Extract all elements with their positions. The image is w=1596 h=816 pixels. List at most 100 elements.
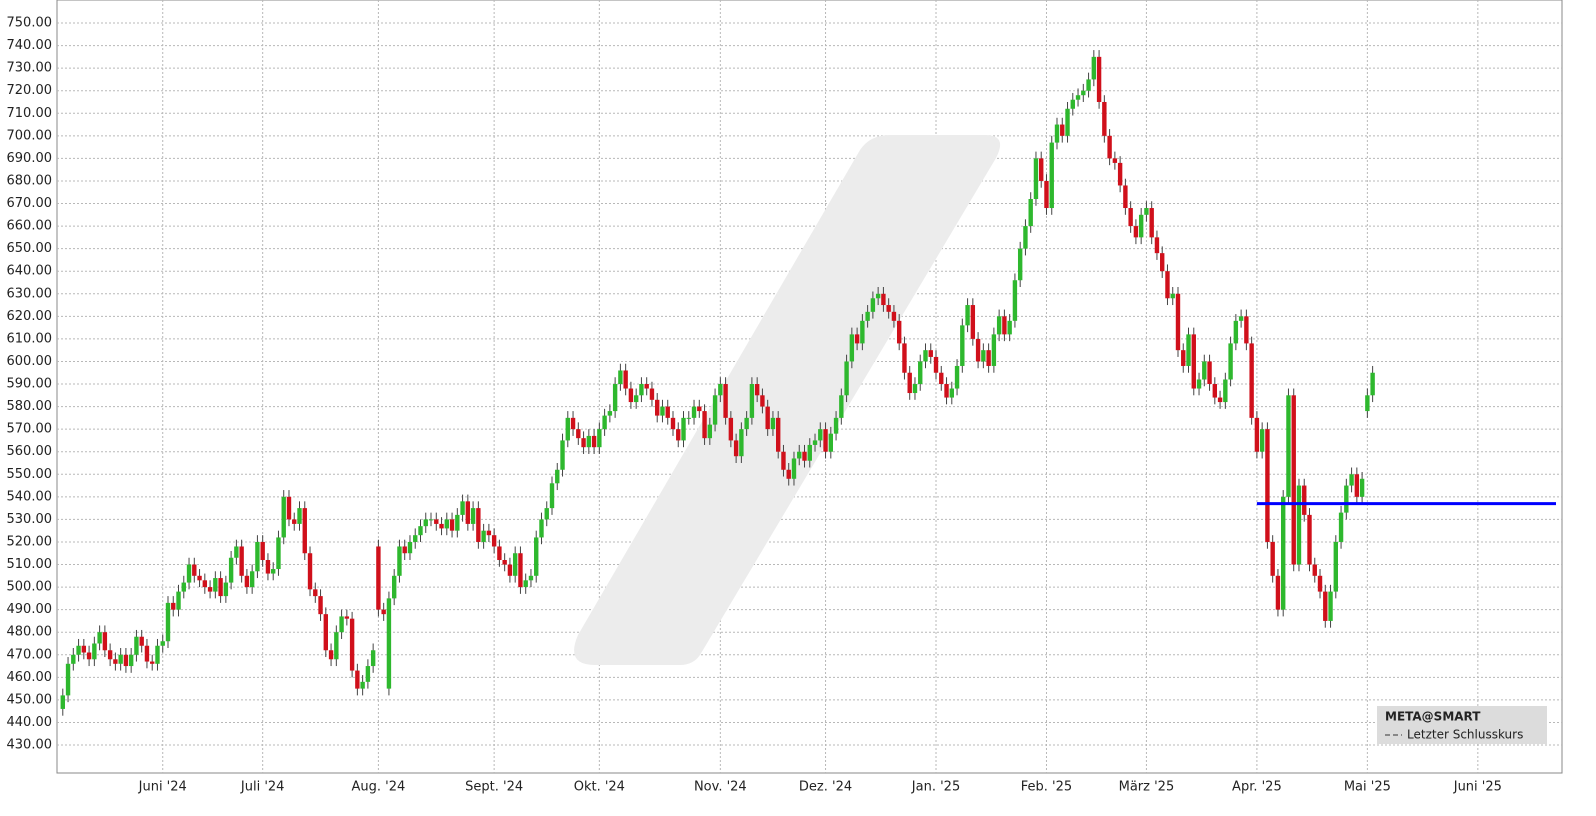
- candle-body: [1365, 395, 1370, 412]
- candle-body: [365, 666, 371, 682]
- y-tick-label: 440.00: [7, 715, 53, 730]
- candle-body: [581, 438, 586, 448]
- candle-body: [960, 325, 965, 366]
- y-tick-label: 450.00: [7, 692, 53, 707]
- candle-body: [171, 602, 176, 610]
- x-tick-label: Jan. '25: [911, 780, 960, 795]
- candle-body: [649, 388, 655, 400]
- candle-body: [828, 433, 834, 452]
- y-tick-label: 500.00: [7, 580, 53, 595]
- candle-body: [313, 589, 318, 597]
- candle-body: [670, 417, 676, 430]
- candle-body: [1354, 474, 1360, 497]
- candle-body: [360, 681, 365, 689]
- candle-body: [907, 372, 912, 394]
- candle-body: [281, 496, 286, 538]
- candle-body: [1286, 395, 1291, 497]
- candle-body: [681, 417, 686, 441]
- candle-body: [565, 417, 570, 441]
- candle-body: [1280, 496, 1286, 610]
- candle-body: [339, 616, 344, 633]
- candle-body: [776, 417, 781, 452]
- candle-body: [271, 569, 276, 574]
- candle-body: [465, 501, 471, 524]
- candle-body: [81, 645, 87, 653]
- candle-body: [1096, 56, 1102, 102]
- candle-body: [397, 546, 402, 576]
- candle-body: [1123, 185, 1128, 209]
- candle-body: [1307, 514, 1312, 565]
- candle-body: [839, 395, 844, 418]
- candle-body: [423, 519, 428, 527]
- candle-body: [139, 636, 144, 646]
- candle-body: [744, 417, 749, 430]
- candle-body: [986, 350, 991, 366]
- candle-body: [134, 636, 139, 655]
- candle-body: [1328, 591, 1333, 621]
- y-tick-label: 580.00: [7, 399, 53, 414]
- candle-body: [1023, 226, 1028, 249]
- candle-body: [386, 598, 392, 689]
- candle-body: [875, 293, 881, 299]
- candle-body: [944, 384, 949, 398]
- y-tick-label: 690.00: [7, 151, 53, 166]
- candle-body: [197, 575, 202, 581]
- candle-body: [591, 435, 597, 448]
- candle-body: [1344, 485, 1349, 513]
- y-tick-label: 460.00: [7, 670, 53, 685]
- candle-body: [602, 415, 607, 430]
- candle-body: [292, 519, 297, 524]
- candle-body: [413, 535, 418, 542]
- y-tick-label: 750.00: [7, 16, 53, 31]
- candle-body: [439, 523, 444, 529]
- candle-body: [1296, 485, 1302, 565]
- candle-body: [623, 370, 628, 389]
- candle-body: [975, 338, 981, 362]
- candle-body: [518, 553, 523, 588]
- candle-body: [407, 541, 413, 554]
- candle-body: [576, 429, 581, 439]
- candle-body: [302, 508, 307, 554]
- y-tick-label: 680.00: [7, 173, 53, 188]
- candle-body: [691, 406, 697, 418]
- candle-body: [1133, 226, 1139, 238]
- candle-body: [307, 553, 313, 590]
- candle-body: [92, 643, 97, 660]
- candle-body: [255, 541, 260, 572]
- candle-body: [1359, 478, 1365, 497]
- y-tick-label: 470.00: [7, 647, 53, 662]
- candle-body: [328, 650, 334, 660]
- candle-body: [528, 575, 534, 581]
- candle-body: [318, 596, 323, 615]
- candle-body: [712, 395, 718, 425]
- y-tick-label: 710.00: [7, 106, 53, 121]
- candle-body: [597, 429, 602, 448]
- candle-body: [1238, 316, 1244, 321]
- candle-body: [1028, 199, 1033, 227]
- candle-body: [560, 440, 565, 470]
- candle-body: [676, 429, 681, 441]
- candle-body: [323, 614, 329, 651]
- candle-body: [849, 334, 855, 362]
- x-tick-label: Juli '24: [240, 780, 285, 795]
- candle-body: [102, 632, 108, 651]
- candle-body: [239, 546, 244, 576]
- candle-body: [97, 632, 102, 644]
- candle-body: [812, 440, 818, 445]
- x-tick-label: Mai '25: [1344, 780, 1391, 795]
- y-tick-label: 490.00: [7, 602, 53, 617]
- y-tick-label: 730.00: [7, 61, 53, 76]
- candle-body: [1259, 429, 1265, 452]
- candle-body: [1323, 591, 1328, 621]
- candle-body: [244, 575, 250, 588]
- candle-body: [928, 350, 933, 357]
- candle-body: [933, 356, 939, 373]
- candle-body: [334, 632, 339, 660]
- candle-body: [697, 406, 702, 412]
- candle-body: [434, 519, 439, 524]
- candle-body: [1165, 271, 1170, 299]
- candle-body: [118, 654, 123, 664]
- candle-body: [1312, 564, 1317, 576]
- candle-body: [870, 298, 876, 312]
